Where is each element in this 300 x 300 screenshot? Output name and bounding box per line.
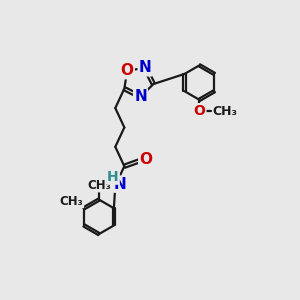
Text: CH₃: CH₃ — [60, 195, 83, 208]
Text: H: H — [107, 170, 119, 184]
Text: CH₃: CH₃ — [213, 105, 238, 118]
Text: O: O — [194, 104, 206, 118]
Text: N: N — [139, 60, 152, 75]
Text: N: N — [134, 89, 147, 104]
Text: N: N — [113, 177, 126, 192]
Text: O: O — [121, 63, 134, 78]
Text: O: O — [139, 152, 152, 167]
Text: CH₃: CH₃ — [87, 179, 111, 192]
